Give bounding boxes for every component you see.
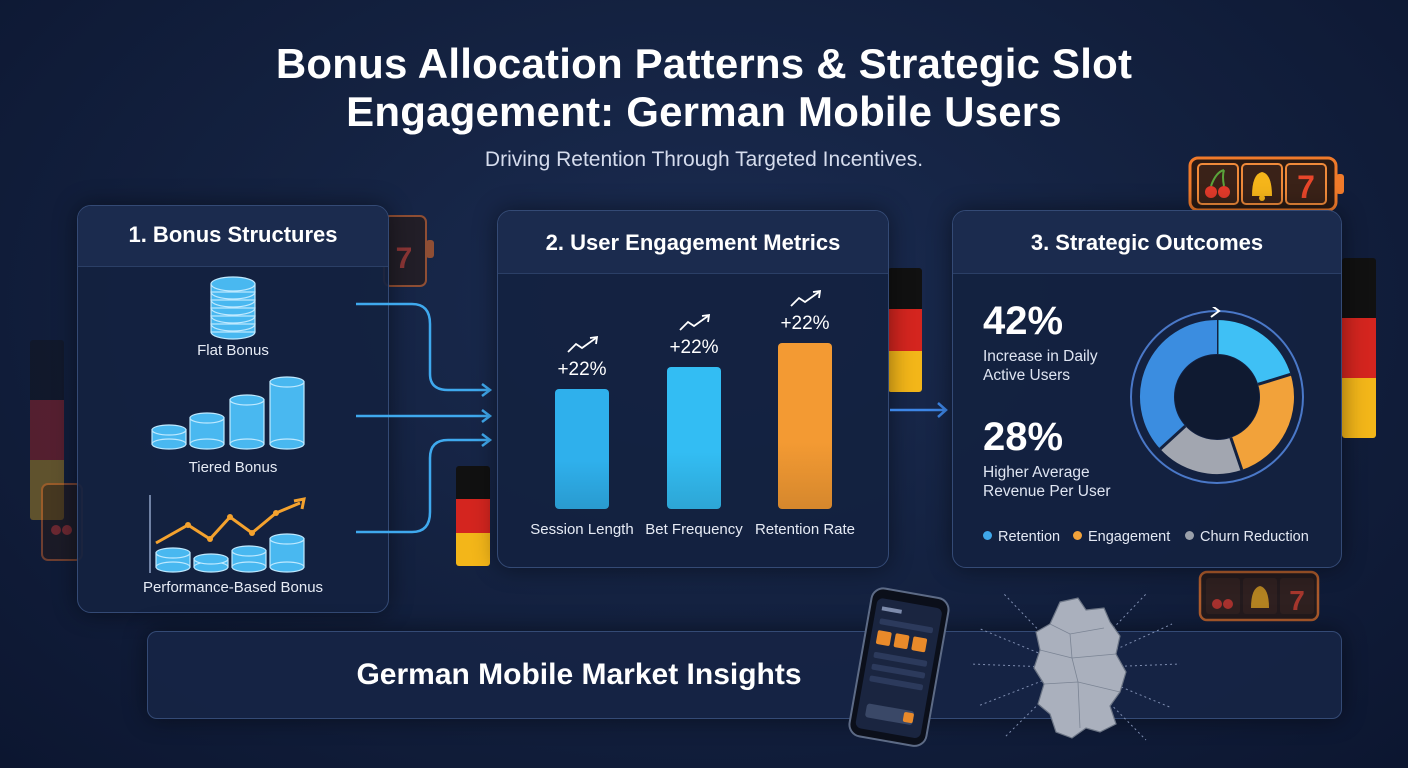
legend-label: Engagement xyxy=(1088,529,1171,545)
legend-label: Retention xyxy=(998,529,1061,545)
germany-flag-icon xyxy=(888,268,922,392)
svg-text:7: 7 xyxy=(396,242,413,275)
arpu-stat-value: 28% xyxy=(983,415,1064,459)
engagement-metrics-panel: 2. User Engagement Metrics +22% Session L… xyxy=(497,210,889,568)
tiered-coin-stacks-icon xyxy=(151,376,305,450)
dau-stat-line1: Increase in Daily xyxy=(983,348,1098,365)
svg-text:7: 7 xyxy=(1289,585,1305,616)
legend-dot xyxy=(1073,531,1082,540)
segment-separator xyxy=(1229,437,1244,471)
page-subtitle: Driving Retention Through Targeted Incen… xyxy=(484,148,924,171)
slot-machine-icon: 7 xyxy=(1198,570,1320,622)
tiered-bonus-label: Tiered Bonus xyxy=(188,459,278,476)
donut-hole xyxy=(1175,355,1259,439)
title-line-2: Engagement: German Mobile Users xyxy=(346,88,1062,135)
svg-text:7: 7 xyxy=(1297,169,1315,205)
bonus-structures-panel: 1. Bonus Structures Flat Bonus Tiered Bo… xyxy=(77,205,389,613)
strategic-outcomes-panel: 3. Strategic Outcomes 42% Increase in Da… xyxy=(952,210,1342,568)
performance-bonus-label: Performance-Based Bonus xyxy=(142,579,324,596)
panel-title: 2. User Engagement Metrics xyxy=(498,211,888,274)
dau-stat-value: 42% xyxy=(983,299,1064,343)
slot-machine-icon: 7 xyxy=(383,215,434,287)
ring-arrow-icon xyxy=(1210,307,1221,318)
legend-item-retention: Retention xyxy=(983,529,1060,545)
page-title: Bonus Allocation Patterns & Strategic Sl… xyxy=(0,40,1408,136)
germany-flag-icon xyxy=(1342,258,1376,438)
bar-retention-rate xyxy=(778,343,832,509)
slot-machine-icon: 7 xyxy=(1188,156,1344,212)
germany-flag-icon xyxy=(456,466,490,566)
trend-up-icon xyxy=(790,289,822,307)
segment-separator xyxy=(1159,424,1187,451)
arpu-stat-line1: Higher Average xyxy=(983,464,1090,481)
banner-title: German Mobile Market Insights xyxy=(356,658,802,691)
category-label: Session Length xyxy=(530,521,634,538)
market-insights-banner: German Mobile Market Insights xyxy=(147,631,1342,719)
coin-stack-icon xyxy=(210,276,256,340)
title-line-1: Bonus Allocation Patterns & Strategic Sl… xyxy=(275,40,1133,87)
legend-dot xyxy=(983,531,992,540)
bar-bet-frequency xyxy=(667,367,721,509)
flat-bonus-label: Flat Bonus xyxy=(197,342,269,359)
engagement-segment xyxy=(1230,374,1294,470)
germany-map-icon xyxy=(969,593,1181,741)
donut-outer-ring xyxy=(1130,310,1304,484)
smartphone-icon xyxy=(848,587,950,747)
bar-value-label: +22% xyxy=(669,337,719,358)
legend-label: Churn Reduction xyxy=(1200,529,1309,545)
retention-segment-light xyxy=(1216,320,1291,386)
churn-reduction-segment xyxy=(1160,425,1242,474)
legend-item-engagement: Engagement xyxy=(1073,529,1170,545)
outcomes-donut-chart xyxy=(1130,307,1304,484)
bar-value-label: +22% xyxy=(780,313,830,334)
germany-flag-icon xyxy=(30,340,64,520)
panel-title: 3. Strategic Outcomes xyxy=(953,211,1341,274)
category-label: Retention Rate xyxy=(754,521,856,538)
performance-coins-chart-icon xyxy=(149,495,306,573)
engagement-bar-chart: +22% Session Length +22% Bet Frequency +22% R… xyxy=(498,211,888,567)
legend-item-churn-reduction: Churn Reduction xyxy=(1185,529,1309,545)
trend-up-icon xyxy=(679,313,711,331)
connector-arrow xyxy=(890,402,948,418)
dau-stat-line2: Active Users xyxy=(983,367,1070,384)
bar-value-label: +22% xyxy=(557,359,607,380)
segment-separator xyxy=(1257,372,1292,386)
category-label: Bet Frequency xyxy=(645,521,743,538)
connector-arrows xyxy=(356,302,493,534)
legend-dot xyxy=(1185,531,1194,540)
retention-segment xyxy=(1140,320,1218,450)
trend-up-icon xyxy=(567,335,599,353)
arpu-stat-line2: Revenue Per User xyxy=(983,483,1111,500)
panel-title: 1. Bonus Structures xyxy=(78,206,388,267)
bar-session-length xyxy=(555,389,609,509)
